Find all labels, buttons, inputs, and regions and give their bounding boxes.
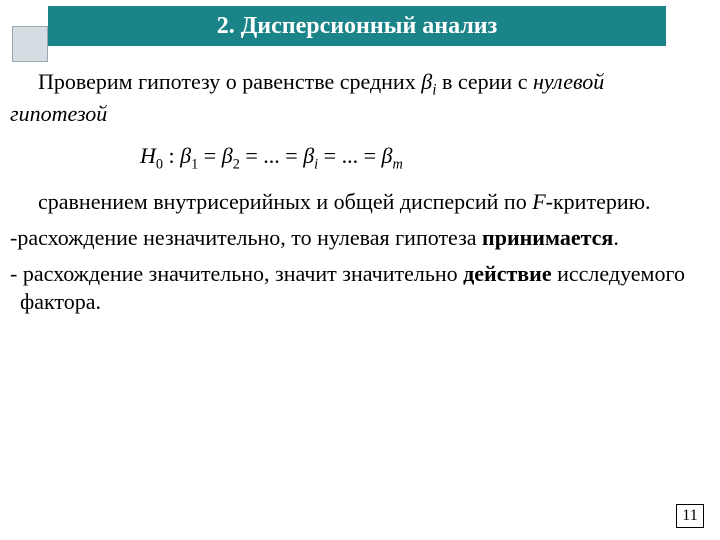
eq-dots2: ...: [342, 143, 359, 168]
paragraph-3: -расхождение незначительно, то нулевая г…: [10, 224, 690, 252]
eq-eq1: =: [198, 143, 221, 168]
header-title: 2. Дисперсионный анализ: [217, 13, 498, 40]
eq-colon: :: [163, 143, 180, 168]
p3-text-a: -расхождение незначительно, то нулевая г…: [10, 225, 482, 250]
header-square: [12, 26, 48, 62]
eq-H: H: [140, 143, 156, 168]
p4-text-b: действие: [463, 261, 551, 286]
equation: H0 : β1 = β2 = ... = βi = ... = βm: [10, 142, 690, 174]
eq-bm: β: [381, 143, 392, 168]
paragraph-1: Проверим гипотезу о равенстве средних βi…: [10, 68, 690, 128]
eq-eq5: =: [358, 143, 381, 168]
p2-text-a: сравнением внутрисерийных и общей диспер…: [38, 189, 532, 214]
header-bar: 2. Дисперсионный анализ: [48, 6, 666, 46]
eq-eq2: =: [240, 143, 263, 168]
eq-sm: m: [392, 157, 402, 173]
eq-eq4: =: [318, 143, 341, 168]
eq-bi: β: [303, 143, 314, 168]
p4-text-a: - расхождение значительно, значит значит…: [10, 261, 463, 286]
p1-text-a: Проверим гипотезу о равенстве средних: [38, 69, 421, 94]
paragraph-2: сравнением внутрисерийных и общей диспер…: [10, 188, 690, 216]
slide-content: Проверим гипотезу о равенстве средних βi…: [10, 60, 690, 317]
p2-F: F: [532, 189, 545, 214]
p1-beta: β: [421, 69, 432, 94]
page-number: 11: [682, 507, 697, 525]
p3-text-b: принимается: [482, 225, 613, 250]
eq-H-sub: 0: [156, 157, 163, 173]
eq-eq3: =: [280, 143, 303, 168]
eq-b1: β: [180, 143, 191, 168]
eq-s2: 2: [233, 157, 240, 173]
p3-text-c: .: [613, 225, 619, 250]
eq-b2: β: [222, 143, 233, 168]
p2-text-b: -критерию.: [546, 189, 651, 214]
p1-text-b: в серии с: [436, 69, 533, 94]
paragraph-4: - расхождение значительно, значит значит…: [10, 260, 690, 316]
page-number-box: 11: [676, 504, 704, 528]
eq-dots1: ...: [263, 143, 280, 168]
